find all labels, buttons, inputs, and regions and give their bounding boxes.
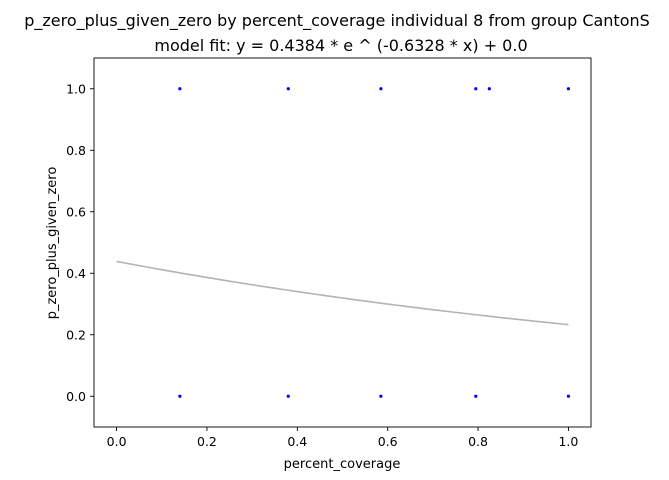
y-axis-label: p_zero_plus_given_zero: [45, 167, 60, 320]
fit-line: [116, 260, 569, 326]
data-point: [474, 394, 478, 398]
y-tick-label: 0.2: [66, 327, 86, 342]
x-tick-label: 0.6: [378, 434, 398, 449]
x-axis-label: percent_coverage: [284, 457, 401, 472]
x-tick-label: 0.2: [197, 434, 217, 449]
x-tick-label: 1.0: [558, 434, 578, 449]
data-point: [487, 87, 491, 91]
y-tick-label: 0.8: [66, 143, 86, 158]
plot-area: 0.0 0.2 0.4 0.6 0.8 1.0 0.0 0.2 0.4 0.6 0.8 1.0: [66, 57, 592, 449]
data-point: [178, 87, 182, 91]
data-point: [566, 87, 571, 91]
chart-title: p_zero_plus_given_zero by percent_covera…: [24, 11, 650, 31]
y-tick-label: 0.4: [66, 266, 86, 281]
data-point: [379, 394, 383, 398]
chart-subtitle: model fit: y = 0.4384 * e ^ (-0.6328 * x…: [154, 36, 527, 55]
y-tick-label: 0.6: [66, 204, 86, 219]
data-point: [178, 394, 182, 398]
x-tick-label: 0.0: [107, 434, 127, 449]
data-point: [566, 394, 571, 398]
data-point: [286, 87, 290, 91]
y-tick-label: 0.0: [66, 389, 86, 404]
plot-frame: [93, 57, 592, 428]
data-point: [379, 87, 383, 91]
x-tick-label: 0.8: [468, 434, 488, 449]
data-point: [286, 394, 290, 398]
y-tick-label: 1.0: [66, 81, 86, 96]
data-point: [474, 87, 478, 91]
x-tick-label: 0.4: [287, 434, 307, 449]
